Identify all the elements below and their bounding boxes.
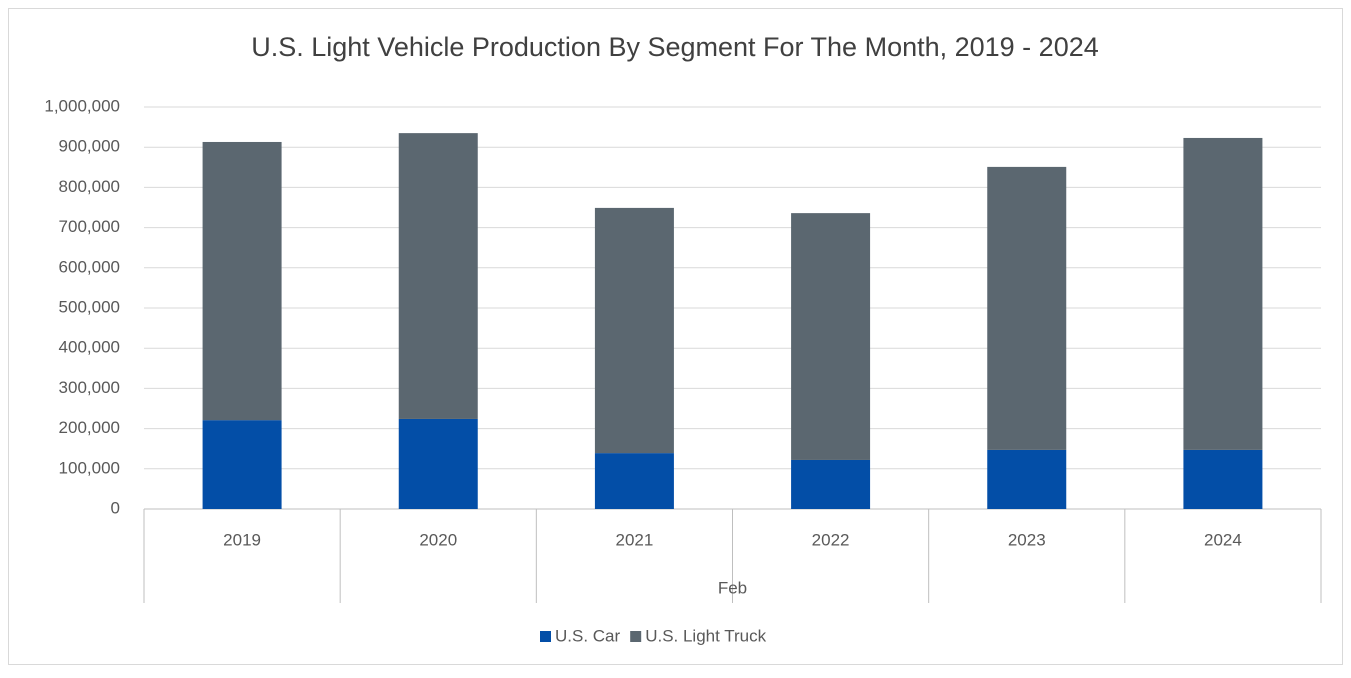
legend-label: U.S. Car xyxy=(555,626,621,645)
x-tick-label: 2021 xyxy=(616,530,654,549)
y-tick-label: 1,000,000 xyxy=(44,96,120,115)
y-tick-label: 500,000 xyxy=(59,297,120,316)
y-tick-label: 800,000 xyxy=(59,177,120,196)
y-tick-label: 600,000 xyxy=(59,257,120,276)
bar-segment xyxy=(987,449,1067,509)
legend-swatch xyxy=(630,631,642,642)
bar-segment xyxy=(594,453,674,509)
y-tick-label: 700,000 xyxy=(59,217,120,236)
x-tick-label: 2024 xyxy=(1204,530,1242,549)
bar-segment xyxy=(398,418,478,509)
bar-segment xyxy=(398,133,478,419)
bar-segment xyxy=(791,213,871,460)
bar-segment xyxy=(791,459,871,509)
y-tick-label: 400,000 xyxy=(59,338,120,357)
y-tick-label: 300,000 xyxy=(59,378,120,397)
group-label: Feb xyxy=(718,578,747,597)
bar-segment xyxy=(1183,449,1263,509)
legend-label: U.S. Light Truck xyxy=(645,626,766,645)
bar-segment xyxy=(202,420,282,509)
chart-title: U.S. Light Vehicle Production By Segment… xyxy=(251,32,1099,62)
bar-segment xyxy=(987,166,1067,450)
x-tick-label: 2023 xyxy=(1008,530,1046,549)
y-tick-label: 200,000 xyxy=(59,418,120,437)
bar-segment xyxy=(594,207,674,454)
legend-swatch xyxy=(540,631,551,642)
bar-segment xyxy=(202,141,282,421)
y-tick-label: 0 xyxy=(111,498,120,517)
y-tick-label: 900,000 xyxy=(59,137,120,156)
x-tick-label: 2019 xyxy=(223,530,261,549)
x-tick-label: 2020 xyxy=(419,530,457,549)
x-tick-label: 2022 xyxy=(812,530,850,549)
bar-segment xyxy=(1183,137,1263,450)
y-tick-label: 100,000 xyxy=(59,458,120,477)
